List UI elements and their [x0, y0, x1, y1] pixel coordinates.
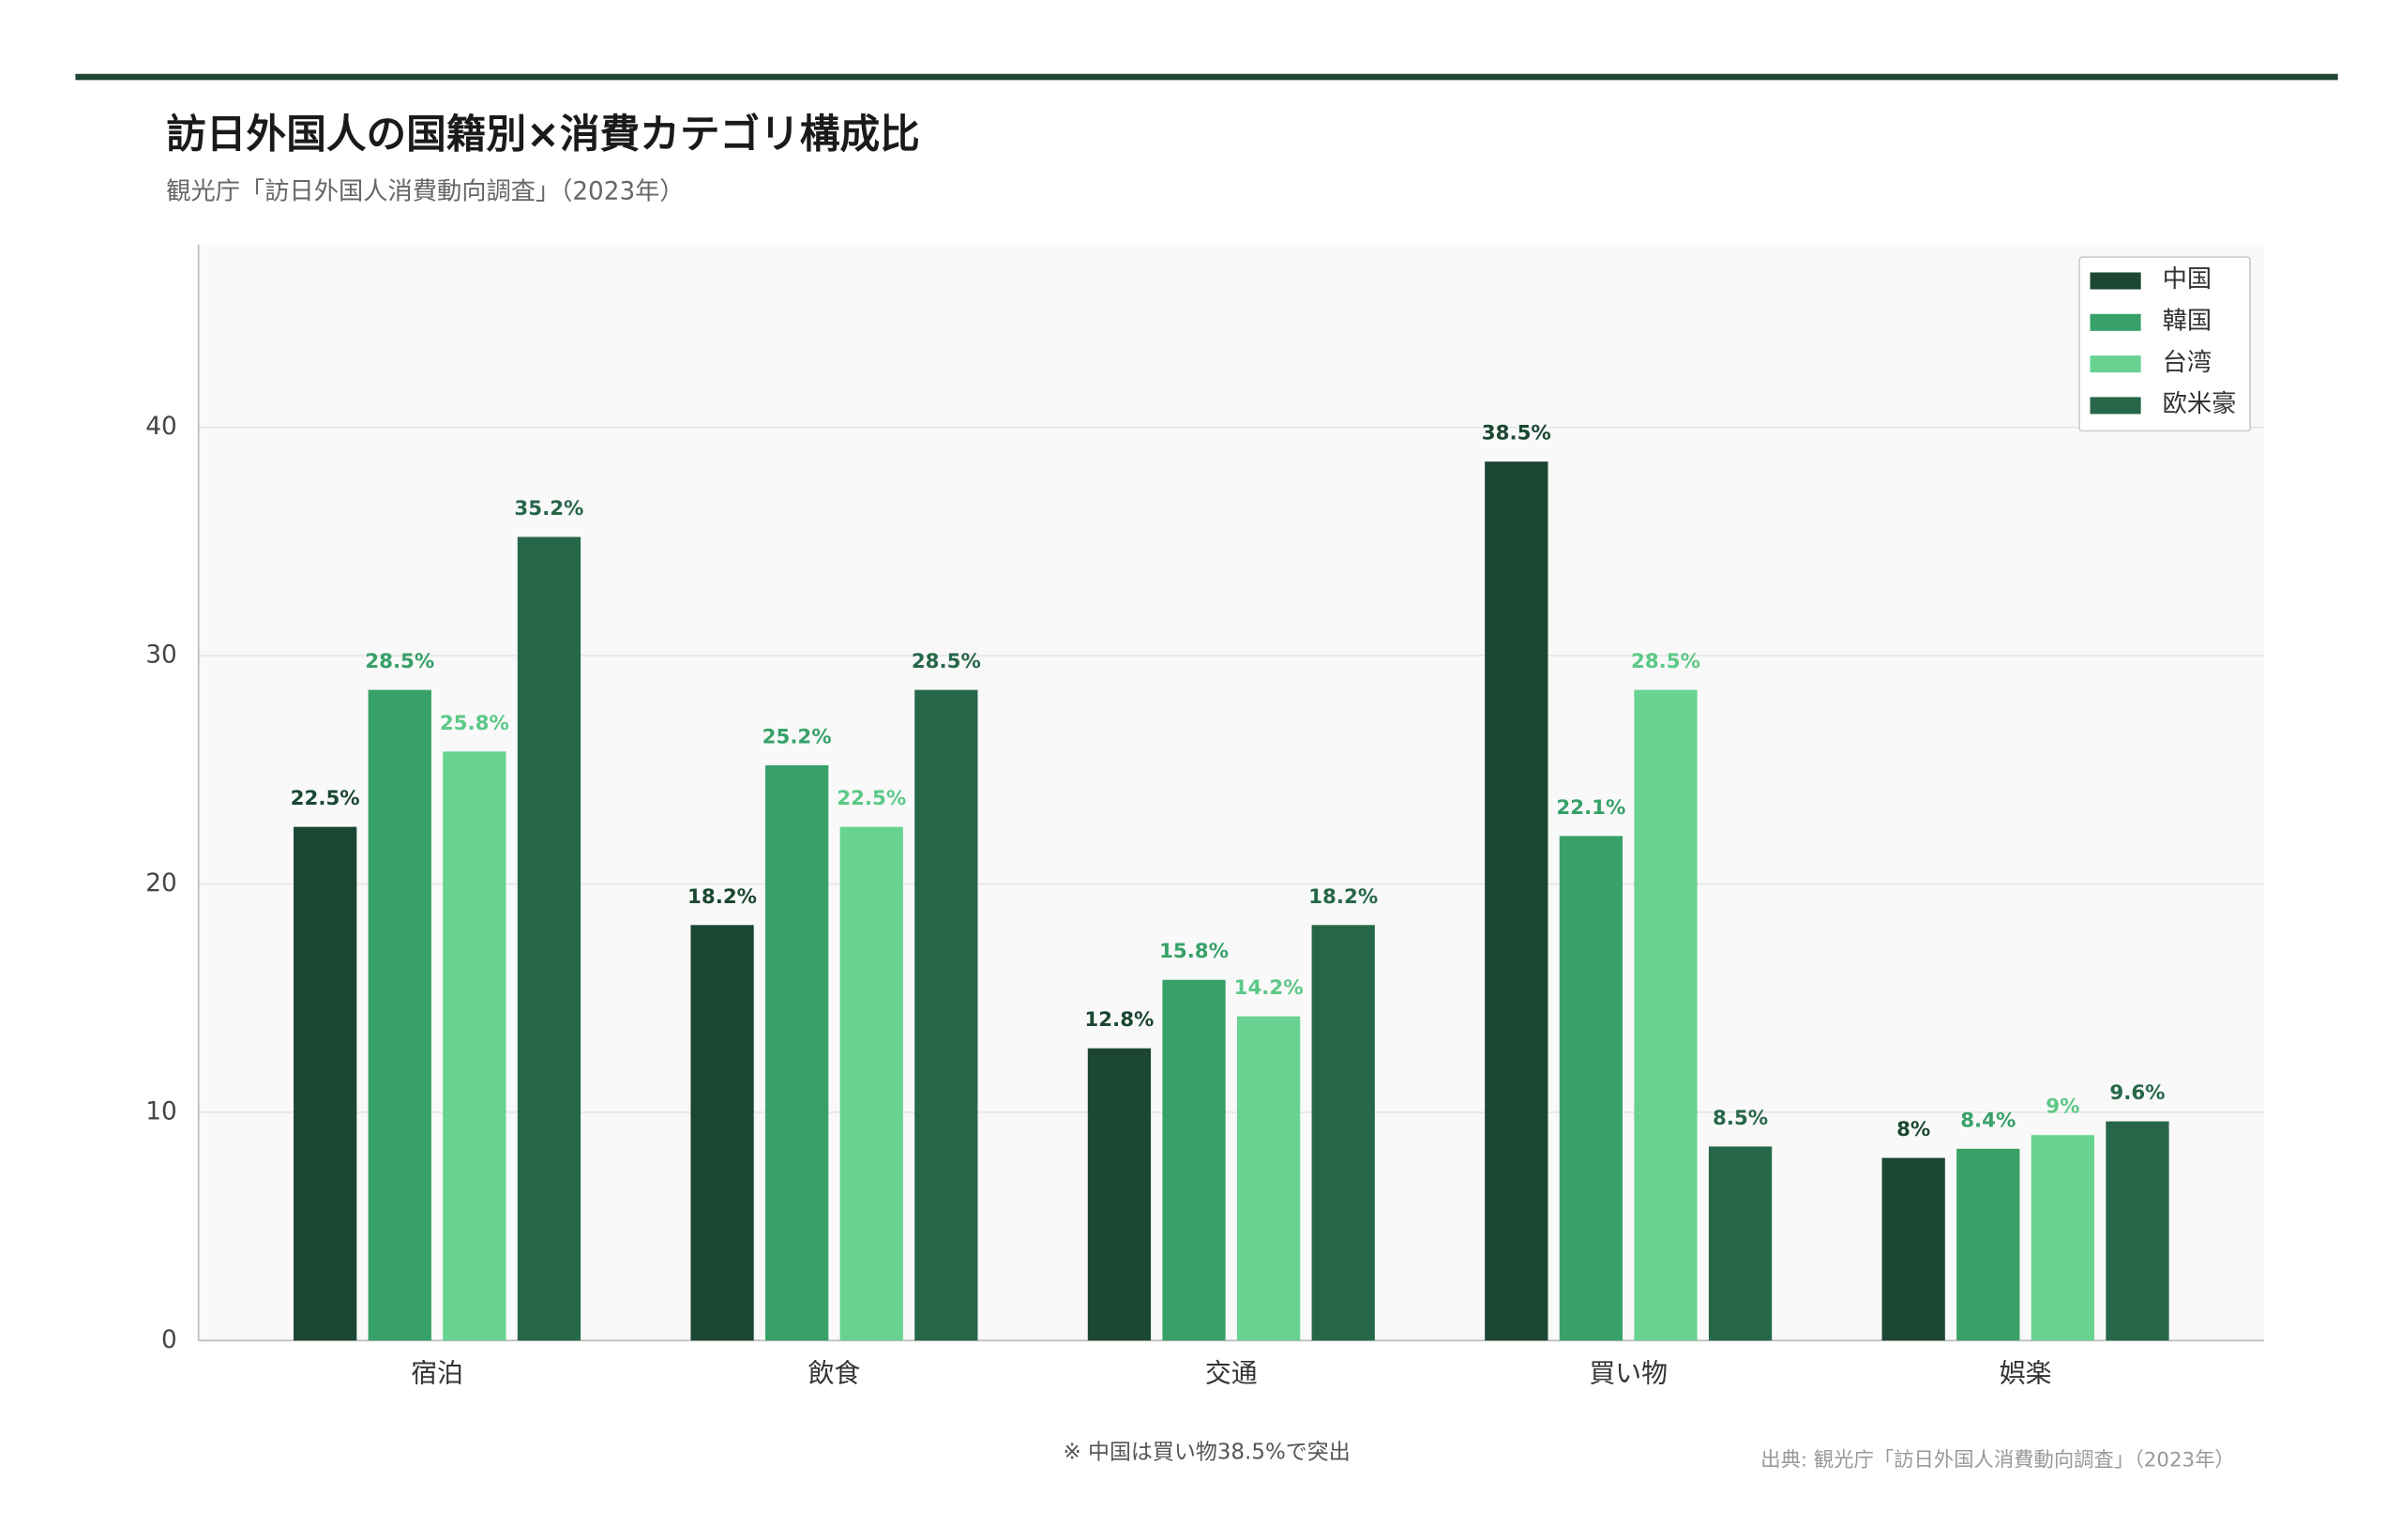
- bar: [914, 689, 978, 1341]
- y-tick-label: 40: [145, 413, 176, 441]
- value-label: 8%: [1896, 1118, 1930, 1141]
- value-label: 22.5%: [837, 787, 906, 810]
- bar: [2106, 1121, 2169, 1341]
- x-tick-label: 交通: [1205, 1357, 1258, 1388]
- plot-area: [198, 244, 2264, 1341]
- legend-box: [2078, 256, 2251, 432]
- value-label: 25.2%: [763, 725, 832, 748]
- x-tick-label: 飲食: [808, 1357, 861, 1388]
- y-tick-label: 20: [145, 869, 176, 898]
- value-label: 18.2%: [1308, 885, 1378, 909]
- legend-label: 中国: [2163, 265, 2212, 294]
- legend-swatch: [2090, 272, 2141, 290]
- bar: [1708, 1146, 1773, 1341]
- bar: [1634, 689, 1698, 1341]
- bar: [1956, 1148, 2020, 1341]
- bar: [2031, 1135, 2095, 1341]
- source: 出典: 観光庁「訪日外国人消費動向調査」（2023年）: [1760, 1448, 2234, 1472]
- legend-swatch: [2090, 397, 2141, 415]
- bar: [368, 689, 431, 1341]
- value-label: 8.4%: [1960, 1109, 2016, 1132]
- value-label: 15.8%: [1159, 940, 1229, 963]
- value-label: 28.5%: [365, 650, 434, 673]
- bar: [1236, 1016, 1301, 1341]
- top-rule: [75, 73, 2338, 81]
- bar: [1559, 836, 1623, 1341]
- legend-swatch: [2090, 313, 2141, 331]
- value-label: 18.2%: [687, 885, 757, 909]
- chart-title: 訪日外国人の国籍別×消費カテゴリ構成比: [166, 112, 920, 159]
- bar: [765, 764, 829, 1341]
- value-label: 8.5%: [1713, 1107, 1768, 1130]
- y-tick-label: 30: [145, 642, 176, 670]
- value-label: 22.5%: [291, 787, 360, 810]
- value-label: 28.5%: [1631, 650, 1700, 673]
- annotation: ※ 中国は買い物38.5%で突出: [1063, 1441, 1350, 1465]
- x-tick-label: 娯楽: [2000, 1357, 2052, 1388]
- chart-subtitle: 観光庁「訪日外国人消費動向調査」（2023年）: [166, 178, 684, 206]
- bar: [690, 925, 754, 1341]
- value-label: 22.1%: [1556, 796, 1625, 820]
- bar: [294, 826, 357, 1341]
- bar: [443, 751, 506, 1341]
- value-label: 25.8%: [440, 712, 509, 735]
- bar: [517, 536, 581, 1341]
- value-label: 9.6%: [2109, 1081, 2165, 1105]
- x-tick-label: 買い物: [1589, 1357, 1668, 1388]
- legend-label: 欧米豪: [2163, 390, 2237, 418]
- y-tick-label: 10: [145, 1097, 176, 1125]
- x-tick-label: 宿泊: [411, 1357, 463, 1388]
- legend-label: 台湾: [2163, 349, 2212, 377]
- bar: [1087, 1048, 1152, 1341]
- value-label: 35.2%: [514, 497, 583, 521]
- legend-swatch: [2090, 355, 2141, 373]
- legend-label: 韓国: [2163, 307, 2212, 335]
- bar: [1485, 461, 1548, 1341]
- y-tick-label: 0: [161, 1326, 177, 1354]
- bar: [1881, 1157, 1945, 1341]
- value-label: 9%: [2046, 1095, 2079, 1119]
- bar: [1311, 925, 1375, 1341]
- value-label: 28.5%: [912, 650, 981, 673]
- value-label: 12.8%: [1084, 1008, 1154, 1032]
- value-label: 14.2%: [1234, 976, 1304, 1000]
- value-label: 38.5%: [1482, 422, 1551, 445]
- bar: [839, 826, 903, 1341]
- bar: [1162, 979, 1226, 1341]
